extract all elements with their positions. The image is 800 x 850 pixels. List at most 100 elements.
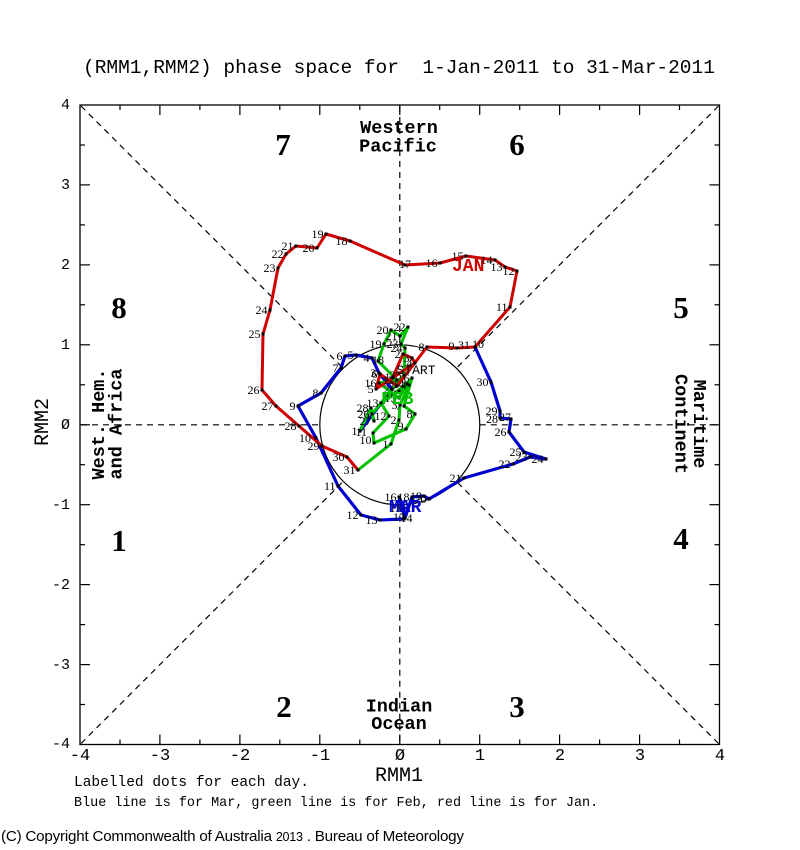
svg-text:13: 13 (367, 396, 379, 410)
svg-text:-3: -3 (52, 657, 70, 674)
svg-text:21: 21 (450, 471, 462, 485)
svg-text:-4: -4 (52, 736, 70, 753)
svg-text:9: 9 (290, 399, 296, 413)
svg-text:6: 6 (372, 367, 378, 381)
svg-text:-2: -2 (52, 577, 70, 594)
svg-text:JAN: JAN (452, 257, 484, 277)
svg-text:23: 23 (264, 261, 276, 275)
svg-text:3: 3 (392, 398, 398, 412)
svg-text:18: 18 (398, 490, 410, 504)
svg-text:3: 3 (371, 366, 377, 380)
svg-text:7: 7 (333, 361, 339, 375)
svg-text:10: 10 (360, 433, 372, 447)
svg-text:16: 16 (385, 490, 397, 504)
svg-text:START: START (397, 363, 436, 378)
svg-text:4: 4 (673, 521, 689, 556)
svg-text:2: 2 (384, 382, 390, 396)
svg-text:29: 29 (486, 404, 498, 418)
svg-text:25: 25 (249, 327, 261, 341)
svg-text:Indian: Indian (366, 697, 433, 718)
svg-text:17: 17 (393, 510, 405, 524)
svg-text:West. Hem.: West. Hem. (89, 368, 110, 479)
svg-text:27: 27 (360, 414, 372, 428)
svg-text:Blue line is for Mar, green li: Blue line is for Mar, green line is for … (74, 796, 598, 811)
svg-text:15: 15 (390, 501, 402, 515)
svg-text:17: 17 (383, 373, 395, 387)
svg-text:8: 8 (111, 290, 127, 325)
svg-text:FEB: FEB (381, 390, 414, 410)
svg-text:(C) Copyright Commonwealth of: (C) Copyright Commonwealth of Australia … (1, 828, 464, 845)
svg-text:Pacific: Pacific (359, 137, 437, 158)
svg-text:15: 15 (452, 249, 464, 263)
svg-text:6: 6 (337, 349, 343, 363)
svg-text:5: 5 (673, 290, 689, 325)
svg-text:6: 6 (509, 127, 525, 162)
svg-text:24: 24 (391, 341, 403, 355)
svg-text:5: 5 (391, 384, 397, 398)
svg-text:-1: -1 (52, 497, 70, 514)
svg-text:4: 4 (407, 356, 413, 370)
svg-text:4: 4 (715, 747, 725, 766)
svg-text:5: 5 (348, 348, 354, 362)
svg-text:25: 25 (510, 445, 522, 459)
svg-text:4: 4 (61, 97, 70, 114)
svg-text:3: 3 (404, 351, 410, 365)
svg-text:22: 22 (499, 457, 511, 471)
svg-text:-4: -4 (70, 747, 90, 766)
svg-text:24: 24 (532, 452, 544, 466)
svg-text:3: 3 (635, 747, 645, 766)
svg-text:5: 5 (368, 382, 374, 396)
svg-text:20: 20 (377, 323, 389, 337)
svg-text:Continent: Continent (670, 374, 691, 474)
svg-text:2: 2 (555, 747, 565, 766)
svg-text:1: 1 (475, 747, 485, 766)
svg-text:-2: -2 (230, 747, 250, 766)
svg-text:9: 9 (449, 339, 455, 353)
svg-text:13: 13 (366, 513, 378, 527)
svg-text:26: 26 (358, 407, 370, 421)
svg-text:1: 1 (111, 523, 127, 558)
svg-text:7: 7 (389, 379, 395, 393)
svg-text:and Africa: and Africa (107, 368, 128, 479)
svg-text:12: 12 (375, 409, 387, 423)
svg-text:Labelled dots for each day.: Labelled dots for each day. (74, 775, 309, 791)
svg-text:10: 10 (472, 337, 484, 351)
svg-text:2: 2 (395, 347, 401, 361)
svg-text:-3: -3 (150, 747, 170, 766)
svg-text:22: 22 (394, 320, 406, 334)
svg-text:30: 30 (333, 450, 345, 464)
svg-text:1: 1 (61, 337, 70, 354)
svg-text:25: 25 (390, 368, 402, 382)
svg-text:16: 16 (365, 376, 377, 390)
svg-text:20: 20 (415, 492, 427, 506)
svg-text:2: 2 (276, 689, 292, 724)
svg-text:26: 26 (495, 425, 507, 439)
svg-text:8: 8 (313, 386, 319, 400)
svg-text:Ø: Ø (395, 747, 405, 766)
svg-text:15: 15 (385, 391, 397, 405)
svg-text:Ocean: Ocean (371, 714, 427, 735)
svg-text:12: 12 (347, 508, 359, 522)
svg-text:1: 1 (383, 437, 389, 451)
svg-text:14: 14 (481, 253, 493, 267)
svg-text:31: 31 (458, 338, 470, 352)
svg-text:6: 6 (404, 371, 410, 385)
svg-text:1: 1 (352, 424, 358, 438)
svg-text:30: 30 (477, 375, 489, 389)
svg-text:27: 27 (262, 399, 274, 413)
svg-text:10: 10 (299, 431, 311, 445)
svg-text:7: 7 (275, 127, 291, 162)
svg-text:31: 31 (344, 463, 356, 477)
svg-text:3: 3 (509, 689, 525, 724)
svg-text:4: 4 (364, 351, 370, 365)
svg-text:18: 18 (336, 234, 348, 248)
svg-text:28: 28 (285, 419, 297, 433)
svg-text:3: 3 (61, 177, 70, 194)
svg-text:Ø: Ø (61, 417, 70, 434)
svg-text:4: 4 (401, 378, 407, 392)
svg-text:24: 24 (256, 303, 268, 317)
svg-text:14: 14 (401, 511, 413, 525)
svg-text:22: 22 (272, 247, 284, 261)
svg-text:11: 11 (355, 425, 367, 439)
svg-text:19: 19 (370, 337, 382, 351)
